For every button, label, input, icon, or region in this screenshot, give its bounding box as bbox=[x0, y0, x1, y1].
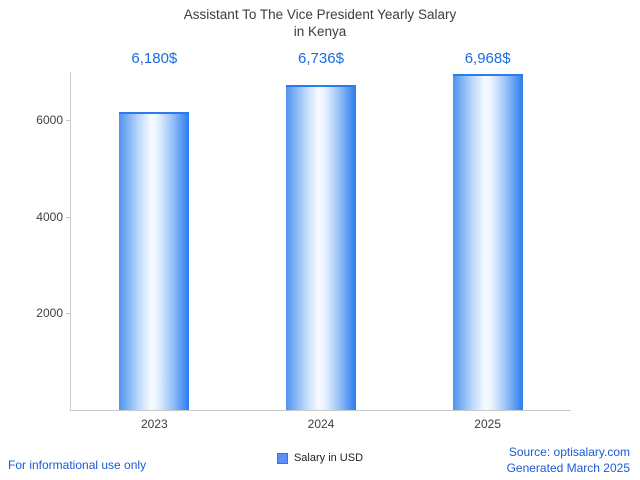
generated-date: Generated March 2025 bbox=[506, 461, 630, 475]
source-link[interactable]: Source: optisalary.com bbox=[508, 445, 630, 459]
x-axis-category-label: 2023 bbox=[140, 417, 168, 431]
chart-title-line2: in Kenya bbox=[293, 24, 347, 39]
disclaimer-text: For informational use only bbox=[8, 458, 147, 472]
y-axis-tick-label: 2000 bbox=[36, 306, 63, 321]
plot-area: 2000 4000 6000 6,180$ 2023 6,736$ 2024 6,968$ 20… bbox=[36, 50, 571, 431]
source-info: Source: optisalary.com Generated March 2… bbox=[507, 444, 630, 476]
x-axis-category-label: 2024 bbox=[307, 417, 335, 431]
bar-value-label: 6,180$ bbox=[131, 50, 178, 67]
chart-title-line1: Assistant To The Vice President Yearly S… bbox=[183, 7, 457, 22]
legend-label: Salary in USD bbox=[293, 452, 364, 464]
y-axis-tick-mark bbox=[66, 216, 71, 218]
y-axis-tick-mark bbox=[66, 120, 71, 122]
y-axis-tick-mark bbox=[66, 313, 71, 315]
y-axis-tick-label: 4000 bbox=[36, 209, 63, 224]
bar-2024 bbox=[286, 84, 356, 410]
chart-title: Assistant To The Vice President Yearly S… bbox=[0, 6, 640, 40]
y-axis-tick-label: 6000 bbox=[36, 113, 63, 128]
bar-2023 bbox=[119, 111, 190, 410]
bar-value-label: 6,968$ bbox=[464, 50, 511, 67]
bar-2025 bbox=[452, 73, 523, 410]
x-axis-category-label: 2025 bbox=[474, 417, 501, 431]
legend: Salary in USD bbox=[0, 452, 640, 464]
bar-value-label: 6,736$ bbox=[298, 50, 344, 67]
legend-swatch-icon bbox=[276, 452, 288, 464]
